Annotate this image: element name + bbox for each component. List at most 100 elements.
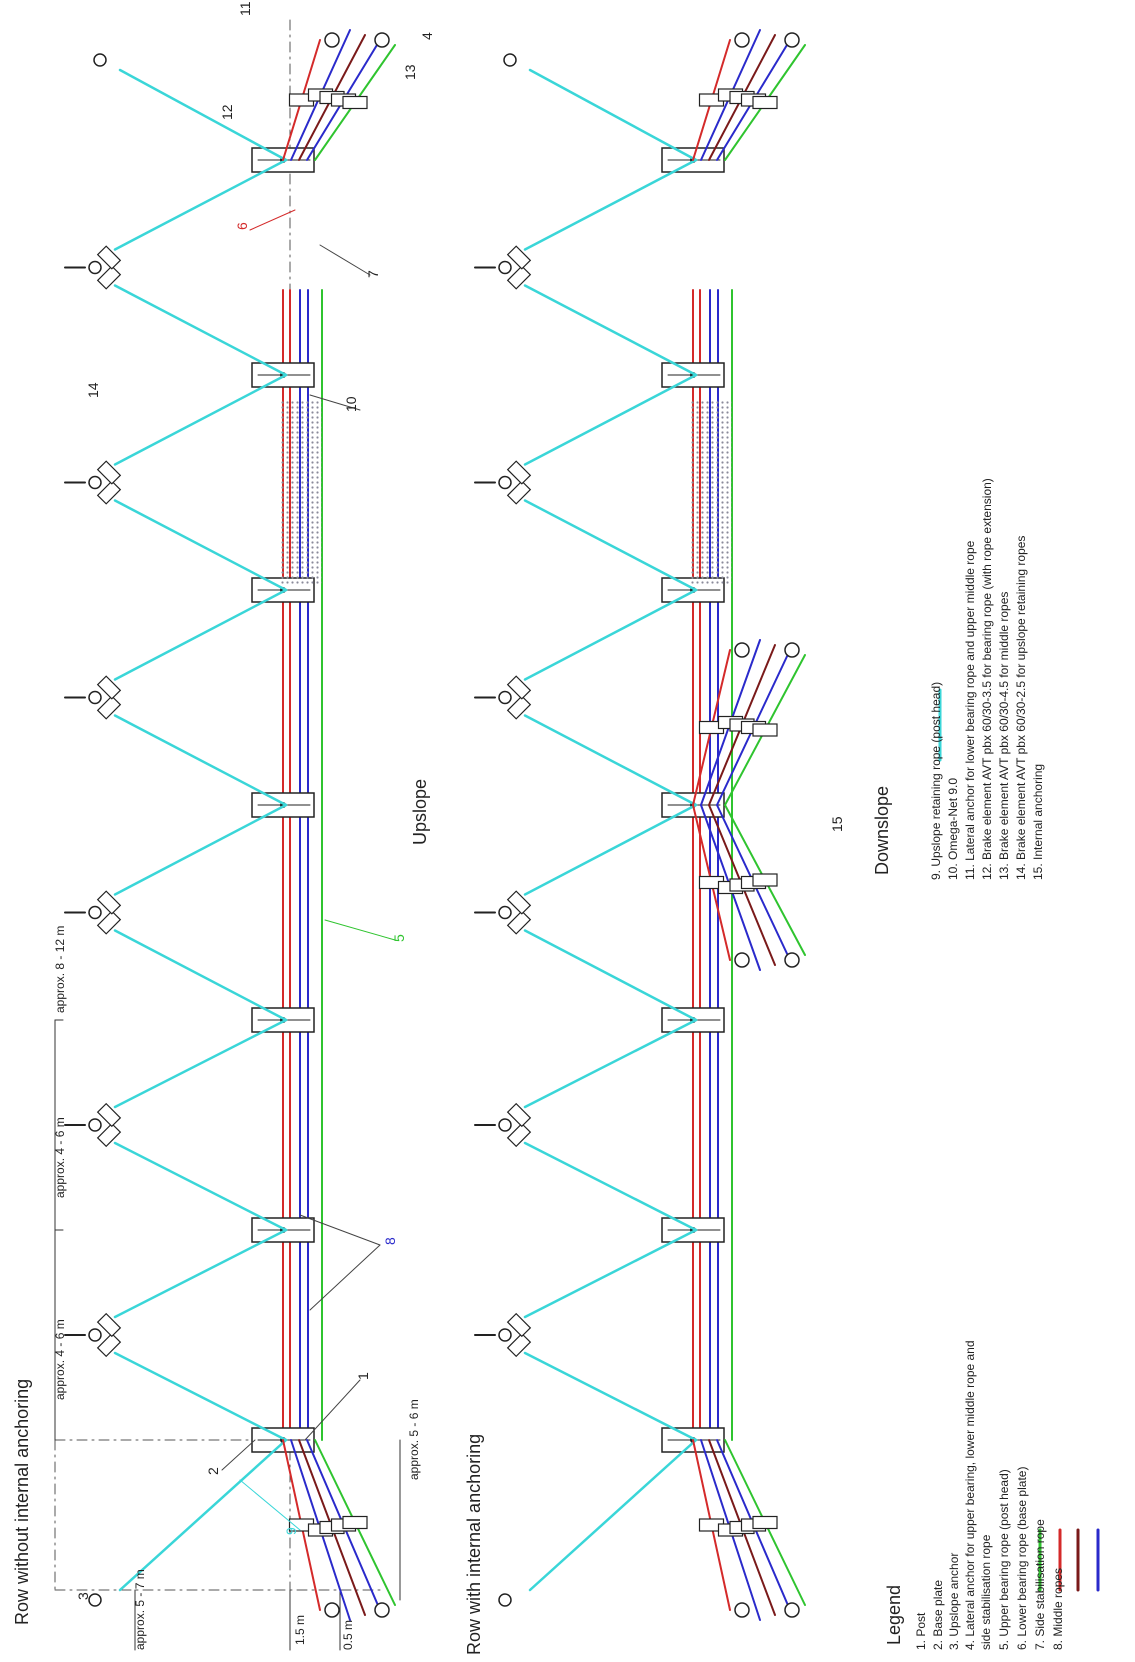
upslope-anchor	[498, 475, 512, 490]
brake-element	[96, 1332, 122, 1358]
upslope-anchor	[498, 690, 512, 705]
upslope-anchor	[498, 905, 512, 920]
lateral-anchor	[324, 1602, 340, 1618]
upslope-retaining-rope	[113, 803, 288, 896]
heading-bottom-row: Row with internal anchoring	[464, 1434, 484, 1655]
heading-downslope: Downslope	[872, 786, 892, 875]
callout-leader	[304, 1379, 361, 1441]
lateral-anchor	[734, 32, 750, 48]
drawing-layer	[54, 19, 1100, 1651]
upslope-retaining-rope	[523, 158, 698, 251]
brake-element	[342, 95, 368, 110]
heading-upslope: Upslope	[410, 779, 430, 845]
brake-element	[96, 890, 122, 915]
legend-item: 13. Brake element AVT pbx 60/30-4.5 for …	[997, 592, 1011, 880]
callout-6: 6	[234, 222, 250, 230]
callout-leader	[249, 209, 296, 231]
lateral-anchor	[734, 1602, 750, 1618]
upslope-retaining-rope	[523, 1228, 698, 1319]
upslope-anchor	[498, 1593, 512, 1607]
upslope-retaining-rope	[113, 499, 288, 592]
upslope-retaining-rope	[523, 373, 698, 466]
callout-3: 3	[75, 1592, 91, 1600]
brake-element	[96, 695, 122, 720]
upslope-retaining-rope	[523, 499, 698, 592]
upslope-retaining-rope	[113, 588, 288, 681]
callout-9: 9	[283, 1527, 299, 1535]
upslope-retaining-rope	[523, 1351, 698, 1442]
brake-element	[752, 873, 778, 887]
dimension-label-post-spacing-b: approx. 4 - 6 m	[53, 1117, 67, 1198]
callout-7: 7	[365, 270, 381, 278]
callout-4: 4	[419, 32, 435, 40]
brake-element	[506, 890, 532, 915]
brake-element	[506, 675, 532, 700]
brake-element	[506, 1312, 532, 1338]
dimension-label-0-5m: 0.5 m	[341, 1620, 355, 1650]
callout-8: 8	[382, 1237, 398, 1245]
upslope-anchor	[88, 260, 102, 275]
callout-leader	[221, 1439, 256, 1471]
upslope-anchor	[88, 690, 102, 705]
lateral-anchor	[784, 952, 800, 968]
upslope-retaining-rope	[113, 929, 288, 1022]
brake-element	[96, 1122, 122, 1148]
upslope-anchor	[498, 260, 512, 275]
lateral-anchor	[374, 1602, 390, 1618]
callout-leader	[319, 244, 371, 276]
legend-item: 6. Lower bearing rope (base plate)	[1015, 1467, 1029, 1650]
legend-item: 11. Lateral anchor for lower bearing rop…	[963, 540, 977, 880]
legend-item: 14. Brake element AVT pbx 60/30-2.5 for …	[1014, 536, 1028, 880]
brake-element	[342, 1515, 368, 1530]
lateral-anchor	[784, 1602, 800, 1618]
upslope-retaining-rope	[523, 284, 698, 377]
upslope-retaining-rope	[523, 1141, 698, 1232]
callout-leader	[309, 394, 361, 411]
legend-item: 5. Upper bearing rope (post head)	[997, 1469, 1011, 1650]
legend-item: 10. Omega-Net 9.0	[946, 778, 960, 880]
upslope-retaining-rope	[113, 1351, 288, 1442]
dimension-label-1-5m: 1.5 m	[293, 1615, 307, 1645]
upslope-anchor	[88, 905, 102, 920]
callout-2: 2	[205, 1467, 221, 1475]
legend-item: 4. Lateral anchor for upper bearing, low…	[963, 1340, 977, 1650]
brake-element	[96, 1312, 122, 1338]
brake-element	[96, 460, 122, 485]
legend-list: 1. Post 2. Base plate 3. Upslope anchor 4. …	[914, 478, 1065, 1650]
callout-leader	[324, 919, 396, 941]
heading-top-row: Row without internal anchoring	[12, 1379, 32, 1625]
dimension-label-post-spacing-a: approx. 4 - 6 m	[53, 1319, 67, 1400]
upslope-anchor	[498, 1118, 512, 1132]
lateral-anchor	[374, 32, 390, 48]
upslope-retaining-rope	[523, 929, 698, 1022]
legend-item: 12. Brake element AVT pbx 60/30-3.5 for …	[980, 478, 994, 880]
upslope-retaining-rope	[528, 1438, 698, 1592]
legend-item: 9. Upslope retaining rope (post head)	[929, 682, 943, 880]
legend-item: 8. Middle ropes	[1051, 1568, 1065, 1650]
dimension-label-height: approx. 5 - 7 m	[133, 1569, 147, 1650]
upslope-anchor	[93, 53, 107, 67]
brake-element	[506, 245, 532, 270]
legend-item: 15. Internal anchoring	[1031, 764, 1045, 880]
brake-element	[506, 480, 532, 505]
brake-element	[506, 695, 532, 720]
legend-item: 2. Base plate	[931, 1580, 945, 1650]
dimension-label-upslope-spacing: approx. 8 - 12 m	[53, 926, 67, 1013]
upslope-retaining-rope	[113, 1228, 288, 1319]
upslope-retaining-rope	[523, 1018, 698, 1109]
upslope-retaining-rope	[523, 714, 698, 807]
legend-item: 7. Side stabilisation rope	[1033, 1519, 1047, 1650]
brake-element	[752, 95, 778, 110]
callout-15: 15	[829, 816, 845, 832]
brake-element	[96, 1102, 122, 1128]
heading-legend: Legend	[884, 1585, 904, 1645]
brake-element	[96, 675, 122, 700]
brake-element	[506, 1102, 532, 1128]
upslope-retaining-rope	[528, 68, 698, 162]
omega-net	[280, 400, 322, 585]
brake-element	[96, 480, 122, 505]
callout-10: 10	[343, 396, 359, 412]
brake-element	[506, 1122, 532, 1148]
callout-5: 5	[391, 934, 407, 942]
